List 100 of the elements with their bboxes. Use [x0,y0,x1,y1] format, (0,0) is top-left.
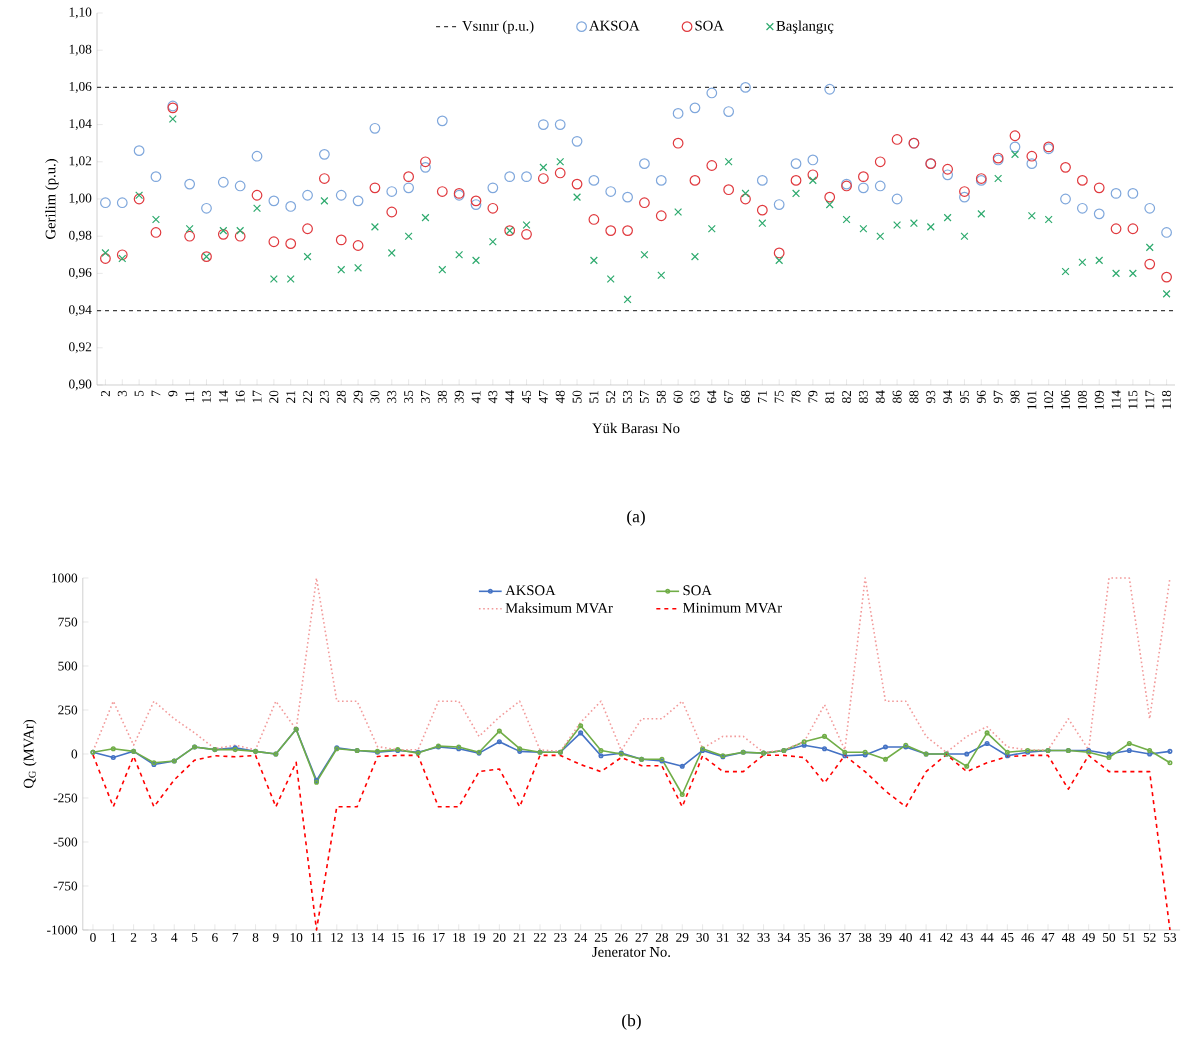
x-tick-label: 78 [791,390,801,403]
x-tick-label: 47 [538,390,548,404]
x-tick-label: 43 [960,932,973,942]
y-tick-label: 0,94 [69,305,92,317]
text: (b) [622,1014,641,1030]
x-tick-label: 38 [437,390,447,403]
y-tick-label: 1,06 [69,81,92,93]
point [821,733,828,739]
x-tick-label: 41 [919,932,932,942]
x-tick-label: 82 [842,390,852,403]
x-tick-label: 37 [420,390,430,403]
x-tick-label: 2 [130,932,137,942]
legend-label: SOA [695,20,724,31]
point [598,747,604,754]
x-tick-label: 35 [798,932,811,942]
x-tick-label: 9 [272,932,279,942]
point [1147,751,1153,757]
x-tick-label: 68 [740,390,750,403]
point [1126,740,1132,746]
x-tick-label: 16 [235,390,245,403]
legend-label: AKSOA [589,20,640,31]
x-tick-label: 16 [412,932,425,942]
x-tick-label: 48 [555,390,565,404]
point [1106,754,1112,761]
x-axis-title: Yük Barası No [592,422,680,434]
x-tick-label: 108 [1077,390,1087,409]
x-tick-label: 5 [192,932,198,942]
x-tick-label: 38 [859,932,872,942]
point [578,723,584,729]
x-tick-label: 83 [858,390,868,403]
x-tick-label: 6 [212,932,218,942]
x-tick-label: 48 [1061,932,1075,942]
x-tick-label: 30 [696,932,709,942]
x-tick-label: 28 [336,390,346,403]
y-tick-label: 0,96 [69,267,92,279]
x-tick-label: 102 [1044,390,1054,409]
x-tick-label: 44 [980,932,994,942]
x-tick-label: 39 [454,390,464,403]
y-tick-label: 250 [58,705,78,715]
x-tick-label: 93 [926,390,936,404]
point [1126,747,1132,754]
x-tick-label: 53 [623,390,633,403]
x-tick-label: 17 [252,390,262,403]
x-tick-label: 3 [117,390,127,397]
y-tick-label: -1000 [47,925,78,935]
x-tick-label: 40 [899,932,912,942]
point [110,746,116,752]
x-tick-label: 32 [737,932,750,942]
x-tick-label: 14 [218,390,228,403]
y-tick-label: 500 [58,661,78,671]
x-tick-label: 7 [151,390,161,396]
x-tick-label: 11 [185,390,195,402]
x-tick-label: 12 [331,932,343,942]
y-tick-label: 0,98 [69,230,92,242]
x-tick-label: 15 [392,932,404,942]
point [821,746,828,752]
x-tick-label: 88 [909,390,919,403]
x-tick-label: 86 [892,390,902,403]
point [842,749,848,755]
x-tick-label: 109 [1094,390,1104,409]
x-tick-label: 101 [1027,390,1037,409]
x-tick-label: 9 [168,390,178,397]
legend-label: SOA [683,585,712,596]
point [110,754,116,761]
x-tick-label: 19 [473,932,486,942]
x-tick-label: 3 [151,932,157,942]
x-tick-label: 71 [757,390,767,403]
x-tick-label: 1 [111,932,116,942]
line-series [92,577,1171,754]
y-tick-label: 1,10 [69,7,92,19]
legend-label: Maksimum MVAr [505,602,613,614]
point [964,763,970,769]
x-tick-label: 29 [353,390,363,403]
point [496,739,502,745]
x-tick-label: 17 [432,932,445,942]
x-tick-label: 115 [1128,390,1138,409]
x-tick-label: 23 [319,390,329,403]
x-tick-label: 22 [533,932,546,942]
point [984,740,990,746]
y-tick-label: 1,02 [69,156,92,168]
x-tick-label: 26 [615,932,628,942]
x-tick-label: 35 [404,390,414,403]
x-tick-label: 45 [1000,932,1014,942]
point [1147,747,1153,754]
x-tick-label: 52 [1143,932,1156,942]
x-tick-label: 27 [635,932,648,942]
x-tick-label: 29 [676,932,689,942]
x-tick-label: 28 [655,932,669,942]
point [1004,749,1010,755]
y-tick-label: 1,00 [69,193,92,205]
y-tick-label: 1,04 [69,119,92,131]
y-tick-label: -500 [53,837,78,847]
x-tick-label: 51 [589,390,599,403]
x-tick-label: 34 [777,932,791,942]
x-tick-label: 94 [943,390,953,404]
x-tick-label: 23 [554,932,567,942]
x-tick-label: 43 [488,390,498,404]
y-tick-label: 0 [71,749,78,759]
point [679,791,685,798]
legend-label: Başlangıç [776,20,834,34]
